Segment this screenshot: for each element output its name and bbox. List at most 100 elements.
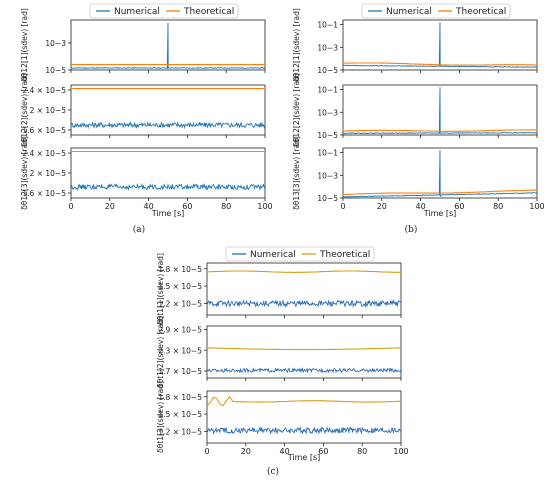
plot-frame bbox=[342, 84, 538, 136]
subplot-c-3: 1.8 × 10−5 1.5 × 10−5 1.2 × 10−5 0 20 40 60 80 1… bbox=[156, 381, 409, 456]
subplot-a-1: 10−5 10−3 δθ12[1](sdev) [rad] bbox=[20, 8, 266, 82]
subplot-c-2: 2.9 × 10−5 2.3 × 10−5 1.7 × 10−5δθt1[2](sd… bbox=[156, 316, 402, 388]
y-tick-label: 10−3 bbox=[317, 171, 338, 180]
y-tick-label: 10−1 bbox=[317, 21, 338, 30]
x-tick-label: 0 bbox=[204, 447, 209, 456]
legend-frame bbox=[225, 246, 375, 262]
x-tick-label: 60 bbox=[318, 447, 328, 456]
x-tick-label: 80 bbox=[221, 202, 231, 211]
subplot-a-3: 2.4 × 10−5 2 × 10−5 1.6 × 10−50 20 40 60 80 100… bbox=[20, 136, 273, 211]
y-tick-label: 1.7 × 10−5 bbox=[158, 367, 202, 376]
series-numerical-line bbox=[342, 87, 538, 135]
y-tick-label: 1.2 × 10−5 bbox=[158, 427, 202, 436]
caption-b: (b) bbox=[405, 224, 418, 235]
y-axis-label: δθt1[2](sdev) [rad] bbox=[156, 316, 165, 388]
x-tick-label: 20 bbox=[241, 447, 251, 456]
plot-frame bbox=[342, 147, 538, 199]
y-tick-label: 2.9 × 10−5 bbox=[158, 325, 202, 334]
series-numerical-line bbox=[342, 22, 538, 68]
legend-a: Numerical Theoretical bbox=[89, 3, 239, 19]
legend-theoretical-label: Theoretical bbox=[319, 250, 370, 260]
legend-frame bbox=[361, 3, 511, 19]
x-tick-label: 20 bbox=[377, 202, 387, 211]
y-tick-label: 2.4 × 10−5 bbox=[22, 86, 66, 95]
y-tick-label: 10−1 bbox=[317, 149, 338, 158]
y-axis-label: δθ12[1](sdev) [rad] bbox=[20, 8, 29, 82]
x-tick-label: 0 bbox=[68, 202, 73, 211]
y-tick-label: 1.2 × 10−5 bbox=[158, 299, 202, 308]
plot-frame bbox=[206, 325, 402, 379]
y-tick-label: 1.6 × 10−5 bbox=[22, 126, 66, 135]
y-tick-label: 2 × 10−5 bbox=[30, 169, 67, 178]
x-tick-label: 60 bbox=[182, 202, 192, 211]
series-theoretical-line bbox=[206, 395, 402, 407]
y-tick-label: 10−5 bbox=[317, 131, 338, 140]
x-tick-label: 20 bbox=[105, 202, 115, 211]
subplot-b-3: 10−1 10−3 10−50 20 40 60 80 100 δθ13[3](sdev) [r… bbox=[292, 136, 545, 211]
series-numerical-line bbox=[342, 150, 538, 198]
x-tick-label: 40 bbox=[144, 202, 154, 211]
series-theoretical-line bbox=[206, 347, 402, 351]
x-axis-label-c: Time [s] bbox=[287, 453, 321, 462]
legend-numerical-label: Numerical bbox=[386, 7, 432, 17]
y-tick-label: 1.8 × 10−5 bbox=[158, 265, 202, 274]
y-axis-label: δθ12[2](sdev) [rad] bbox=[20, 73, 29, 147]
y-tick-label: 10−5 bbox=[317, 194, 338, 203]
x-tick-label: 80 bbox=[493, 202, 503, 211]
x-axis-label-a: Time [s] bbox=[151, 209, 185, 218]
y-tick-label: 10−1 bbox=[317, 86, 338, 95]
y-tick-label: 2.4 × 10−5 bbox=[22, 149, 66, 158]
series-theoretical-line bbox=[206, 270, 402, 273]
plot-frame bbox=[206, 262, 402, 316]
y-axis-label: δθt1[1](sdev) [rad] bbox=[156, 253, 165, 325]
series-theoretical-line bbox=[342, 62, 538, 66]
plot-frame bbox=[70, 84, 266, 136]
y-tick-label: 10−3 bbox=[317, 43, 338, 52]
y-tick-label: 10−3 bbox=[45, 39, 66, 48]
x-axis-label-b: Time [s] bbox=[423, 209, 457, 218]
legend-c: Numerical Theoretical bbox=[225, 246, 375, 262]
series-numerical-line bbox=[70, 182, 266, 191]
y-tick-label: 1.5 × 10−5 bbox=[158, 282, 202, 291]
caption-c: (c) bbox=[267, 466, 279, 477]
plot-frame bbox=[206, 390, 402, 444]
legend-numerical-label: Numerical bbox=[114, 7, 160, 17]
y-axis-label: δθ12[2](sdev) [rad] bbox=[292, 73, 301, 147]
series-numerical-line bbox=[206, 426, 402, 435]
x-tick-label: 0 bbox=[340, 202, 345, 211]
subplot-b-2: 10−1 10−3 10−5 δθ12[2](sdev) [rad] bbox=[292, 73, 538, 147]
plot-frame bbox=[70, 147, 266, 199]
legend-theoretical-label: Theoretical bbox=[183, 7, 234, 17]
y-tick-label: 10−5 bbox=[45, 66, 66, 75]
series-numerical-line bbox=[70, 22, 266, 70]
x-tick-label: 40 bbox=[280, 447, 290, 456]
y-tick-label: 10−3 bbox=[317, 108, 338, 117]
legend-b: Numerical Theoretical bbox=[361, 3, 511, 19]
y-tick-label: 1.5 × 10−5 bbox=[158, 410, 202, 419]
x-tick-label: 100 bbox=[393, 447, 408, 456]
y-axis-label: δθ13[3](sdev) [rad] bbox=[292, 136, 301, 210]
caption-a: (a) bbox=[133, 224, 145, 235]
legend-numerical-label: Numerical bbox=[250, 250, 296, 260]
y-axis-label: δθt1[3](sdev) [rad] bbox=[156, 381, 165, 453]
legend-theoretical-label: Theoretical bbox=[455, 7, 506, 17]
series-numerical-line bbox=[70, 120, 266, 130]
subplot-b-1: 10−1 10−3 10−5 δθ12[1](sdev) [rad] bbox=[292, 8, 538, 82]
y-tick-label: 2.3 × 10−5 bbox=[158, 346, 202, 355]
series-theoretical-line bbox=[342, 189, 537, 196]
x-tick-label: 60 bbox=[454, 202, 464, 211]
subplot-c-1: 1.8 × 10−5 1.5 × 10−5 1.2 × 10−5δθt1[1](sd… bbox=[156, 253, 402, 325]
subplot-a-2: 2.4 × 10−5 2 × 10−5 1.6 × 10−5δθ12[2](sdev… bbox=[20, 73, 266, 147]
plot-frame bbox=[342, 19, 538, 71]
y-tick-label: 1.6 × 10−5 bbox=[22, 189, 66, 198]
y-axis-label: δθ12[3](sdev) [rad] bbox=[20, 136, 29, 210]
x-tick-label: 100 bbox=[257, 202, 272, 211]
x-tick-label: 40 bbox=[416, 202, 426, 211]
series-theoretical-line bbox=[342, 129, 538, 132]
series-numerical-line bbox=[206, 299, 402, 308]
plot-frame bbox=[70, 19, 266, 71]
x-tick-label: 80 bbox=[357, 447, 367, 456]
y-axis-label: δθ12[1](sdev) [rad] bbox=[292, 8, 301, 82]
series-numerical-line bbox=[206, 367, 402, 374]
